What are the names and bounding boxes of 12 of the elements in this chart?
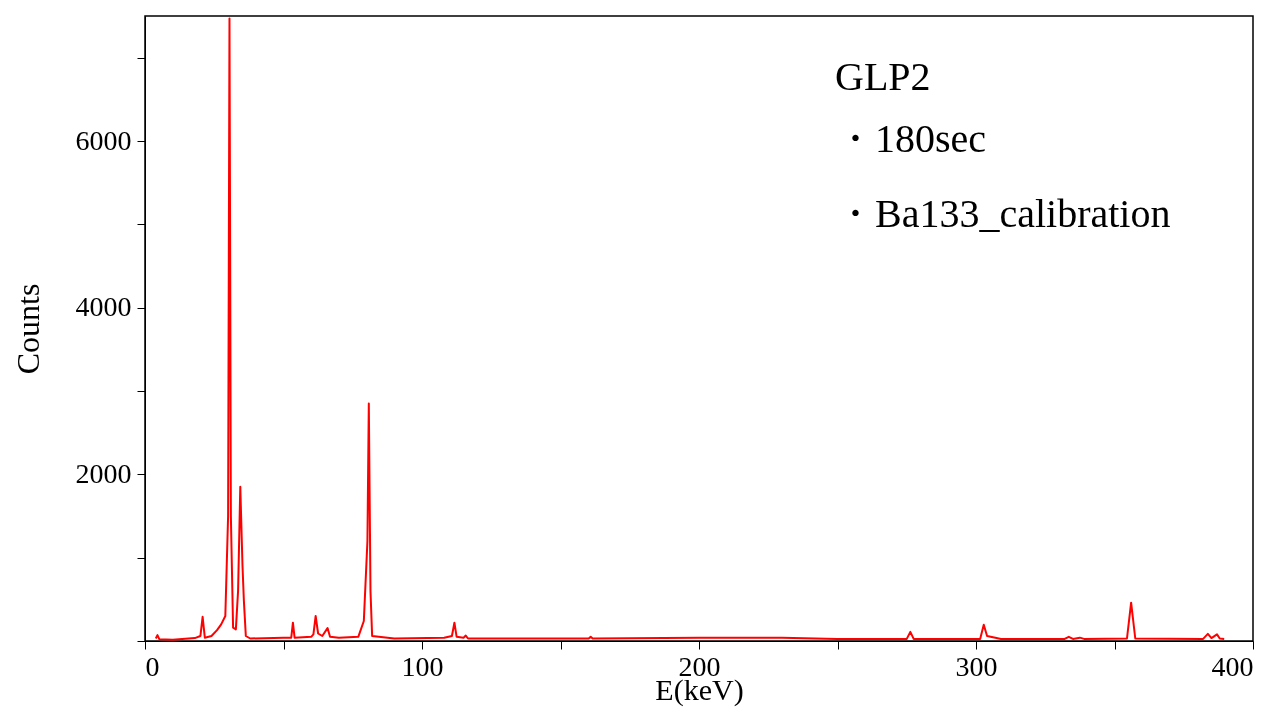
x-tick-label: 300 xyxy=(955,650,998,682)
x-tick-label: 400 xyxy=(1211,650,1254,682)
annotation: GLP2 xyxy=(835,54,931,99)
y-axis-title: Counts xyxy=(9,283,46,375)
x-tick-label: 100 xyxy=(401,650,444,682)
y-tick-label: 4000 xyxy=(75,291,132,323)
y-tick-label: 6000 xyxy=(75,124,132,156)
y-tick-label: 2000 xyxy=(75,457,132,489)
line-series xyxy=(154,17,1226,641)
x-tick-label: 0 xyxy=(145,650,160,682)
annotation: ・Ba133_calibration xyxy=(835,191,1171,236)
annotation: ・180sec xyxy=(835,116,987,161)
